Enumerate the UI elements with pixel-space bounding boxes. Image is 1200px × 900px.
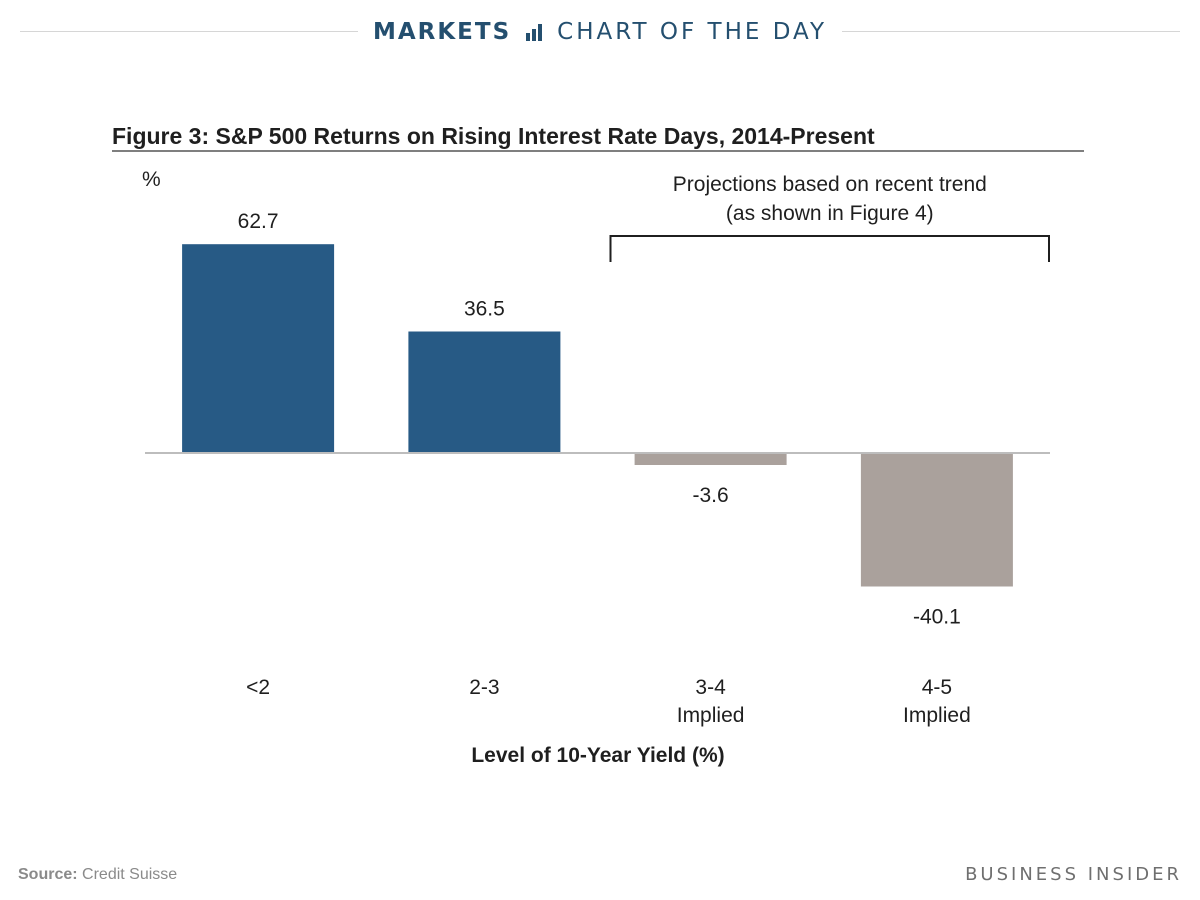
business-insider-logo: BUSINESS INSIDER bbox=[965, 864, 1182, 885]
source-label: Source: bbox=[18, 866, 78, 883]
value-label-1: 62.7 bbox=[238, 210, 279, 233]
value-labels-group: 62.7 36.5 -3.6 -40.1 bbox=[238, 210, 961, 628]
y-unit-label: % bbox=[142, 168, 161, 191]
chart-of-the-day-banner: MARKETS CHART OF THE DAY bbox=[0, 14, 1200, 50]
bar-1 bbox=[182, 244, 335, 453]
category-sublabel-4: Implied bbox=[903, 704, 971, 727]
banner-section-title: MARKETS bbox=[372, 19, 512, 45]
category-label-1: <2 bbox=[246, 676, 270, 699]
value-label-3: -3.6 bbox=[693, 484, 729, 507]
bar-3 bbox=[634, 453, 787, 465]
annotation-text-line1: Projections based on recent trend bbox=[673, 173, 987, 196]
banner-rule-left bbox=[20, 31, 358, 32]
banner-rule-right bbox=[842, 31, 1180, 32]
category-label-4: 4-5 bbox=[922, 676, 952, 699]
annotation-bracket bbox=[609, 235, 1050, 262]
source-value: Credit Suisse bbox=[82, 866, 178, 883]
annotation-text-line2: (as shown in Figure 4) bbox=[726, 202, 934, 225]
chart-title: Figure 3: S&P 500 Returns on Rising Inte… bbox=[112, 123, 875, 149]
banner-series-title: CHART OF THE DAY bbox=[557, 19, 828, 45]
category-labels-group: <2 2-3 3-4 Implied 4-5 Implied bbox=[246, 676, 971, 727]
bars-group bbox=[182, 244, 1013, 587]
source-note: Source: Credit Suisse bbox=[18, 866, 177, 884]
value-label-4: -40.1 bbox=[913, 606, 961, 629]
projection-annotation: Projections based on recent trend (as sh… bbox=[609, 173, 1050, 262]
value-label-2: 36.5 bbox=[464, 298, 505, 321]
x-axis-label: Level of 10-Year Yield (%) bbox=[471, 744, 724, 767]
bar-chart-icon bbox=[526, 24, 543, 41]
category-label-3: 3-4 bbox=[695, 676, 726, 699]
category-label-2: 2-3 bbox=[469, 676, 499, 699]
category-sublabel-3: Implied bbox=[677, 704, 745, 727]
banner-content: MARKETS CHART OF THE DAY bbox=[364, 14, 836, 50]
bar-2 bbox=[408, 331, 561, 453]
bar-4 bbox=[860, 453, 1013, 587]
